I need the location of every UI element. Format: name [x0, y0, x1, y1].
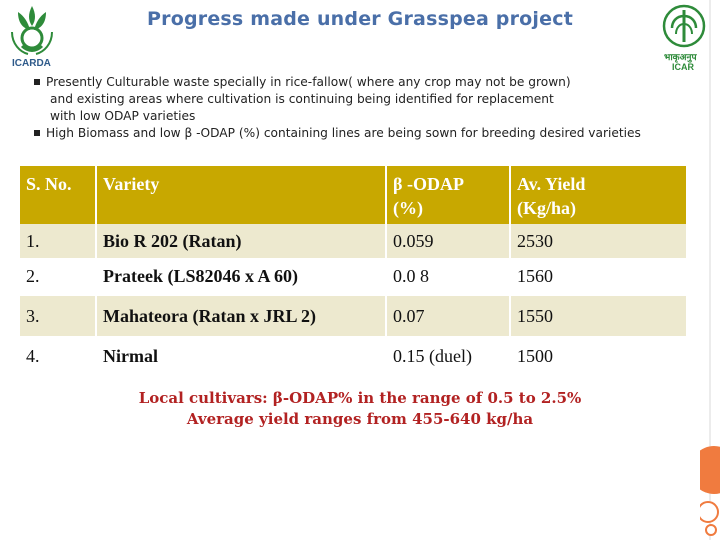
icarda-caption: ICARDA — [12, 58, 51, 69]
square-bullet-icon — [34, 79, 40, 85]
cell-variety: Bio R 202 (Ratan) — [103, 231, 242, 251]
bullet-line: Presently Culturable waste specially in … — [46, 75, 571, 89]
cell-sno: 4. — [26, 346, 40, 366]
cell-variety: Mahateora (Ratan x JRL 2) — [103, 306, 316, 326]
table-row: 3. Mahateora (Ratan x JRL 2) 0.07 1550 — [20, 296, 686, 336]
header-yield: Av. Yield (Kg/ha) — [509, 166, 686, 224]
local-cultivars-note: Local cultivars: β-ODAP% in the range of… — [0, 388, 720, 430]
bullet-item: Presently Culturable waste specially in … — [34, 74, 694, 125]
cell-sno: 3. — [26, 306, 40, 326]
table-row: 2. Prateek (LS82046 x A 60) 0.0 8 1560 — [20, 258, 686, 296]
cell-yield: 2530 — [517, 231, 553, 251]
bullet-list: Presently Culturable waste specially in … — [34, 74, 694, 142]
cell-sno: 2. — [26, 266, 40, 286]
header-sno: S. No. — [26, 174, 72, 194]
table-row: 1. Bio R 202 (Ratan) 0.059 2530 — [20, 224, 686, 258]
bullet-item: High Biomass and low β -ODAP (%) contain… — [34, 125, 694, 142]
cell-yield: 1560 — [517, 266, 553, 286]
table-header-row: S. No. Variety β -ODAP (%) Av. Yield (Kg… — [20, 166, 686, 224]
varieties-table: S. No. Variety β -ODAP (%) Av. Yield (Kg… — [20, 166, 686, 380]
icarda-emblem-icon — [11, 6, 53, 55]
bullet-line: High Biomass and low β -ODAP (%) contain… — [46, 126, 641, 140]
bullet-line: and existing areas where cultivation is … — [50, 92, 554, 106]
cell-odap: 0.059 — [393, 231, 434, 251]
footer-line: Local cultivars: β-ODAP% in the range of… — [138, 389, 582, 407]
icar-logo: भाकृअनुप ICAR — [652, 2, 716, 74]
table-row: 4. Nirmal 0.15 (duel) 1500 — [20, 336, 686, 380]
cell-sno: 1. — [26, 231, 40, 251]
cell-odap: 0.0 8 — [393, 266, 429, 286]
orange-circle-small-icon — [705, 524, 717, 536]
cell-yield: 1550 — [517, 306, 553, 326]
header-yield-line1: Av. Yield — [517, 174, 586, 194]
icar-caption-hindi: भाकृअनुप — [664, 53, 697, 63]
header-odap: β -ODAP (%) — [385, 166, 510, 224]
square-bullet-icon — [34, 130, 40, 136]
orange-circle-large-icon — [700, 446, 720, 494]
cell-variety: Prateek (LS82046 x A 60) — [103, 266, 298, 286]
footer-line: Average yield ranges from 455-640 kg/ha — [186, 410, 534, 428]
decorative-circles — [700, 0, 720, 540]
orange-circle-outline-icon — [700, 501, 719, 523]
page-title: Progress made under Grasspea project — [147, 8, 573, 30]
header-variety: Variety — [95, 166, 386, 224]
bullet-line: with low ODAP varieties — [50, 109, 196, 123]
header-odap-line1: β -ODAP — [393, 174, 464, 194]
cell-yield: 1500 — [517, 346, 553, 366]
header-odap-line2: (%) — [393, 198, 423, 218]
icar-caption: ICAR — [672, 62, 694, 72]
icarda-logo: ICARDA — [4, 2, 60, 74]
cell-odap: 0.15 (duel) — [393, 346, 472, 366]
icar-emblem-icon — [662, 4, 706, 48]
header-yield-line2: (Kg/ha) — [517, 198, 577, 218]
cell-variety: Nirmal — [103, 346, 158, 366]
cell-odap: 0.07 — [393, 306, 425, 326]
